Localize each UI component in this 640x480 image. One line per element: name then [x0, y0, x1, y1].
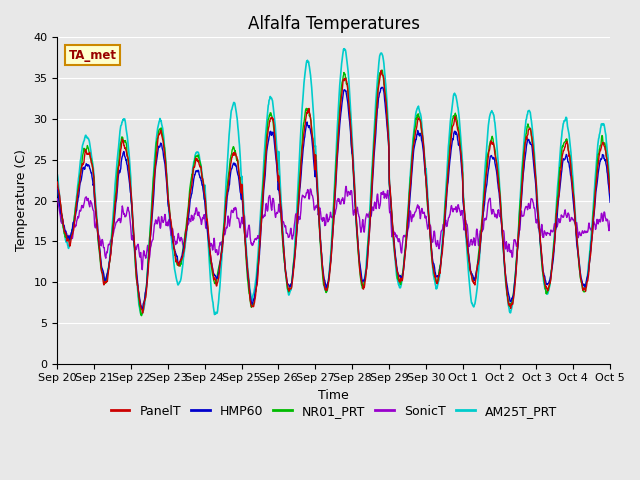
SonicT: [177, 236, 184, 242]
NR01_PRT: [541, 286, 549, 292]
PanelT: [139, 310, 147, 316]
HMP60: [541, 277, 549, 283]
AM25T_PRT: [138, 312, 145, 318]
SonicT: [163, 219, 171, 225]
AM25T_PRT: [177, 277, 184, 283]
AM25T_PRT: [606, 184, 614, 190]
PanelT: [54, 179, 61, 185]
SonicT: [606, 218, 614, 224]
HMP60: [606, 199, 614, 205]
NR01_PRT: [493, 159, 500, 165]
Title: Alfalfa Temperatures: Alfalfa Temperatures: [248, 15, 420, 33]
SonicT: [54, 196, 61, 202]
AM25T_PRT: [340, 46, 348, 51]
AM25T_PRT: [239, 185, 246, 191]
PanelT: [177, 256, 184, 262]
HMP60: [493, 168, 500, 174]
SonicT: [420, 209, 428, 215]
HMP60: [177, 257, 184, 263]
PanelT: [378, 68, 385, 73]
PanelT: [163, 182, 171, 188]
PanelT: [239, 192, 246, 198]
Text: TA_met: TA_met: [68, 48, 116, 61]
NR01_PRT: [378, 67, 386, 73]
NR01_PRT: [420, 153, 428, 158]
HMP60: [138, 306, 146, 312]
HMP60: [54, 186, 61, 192]
NR01_PRT: [163, 181, 171, 187]
NR01_PRT: [606, 190, 614, 195]
Line: PanelT: PanelT: [58, 71, 610, 313]
SonicT: [541, 230, 549, 236]
HMP60: [378, 84, 386, 90]
HMP60: [163, 189, 171, 195]
AM25T_PRT: [541, 286, 549, 291]
HMP60: [239, 200, 246, 206]
SonicT: [138, 267, 146, 273]
NR01_PRT: [54, 187, 61, 193]
AM25T_PRT: [493, 138, 500, 144]
PanelT: [606, 190, 614, 196]
Y-axis label: Temperature (C): Temperature (C): [15, 150, 28, 252]
Legend: PanelT, HMP60, NR01_PRT, SonicT, AM25T_PRT: PanelT, HMP60, NR01_PRT, SonicT, AM25T_P…: [106, 400, 562, 423]
SonicT: [239, 219, 246, 225]
Line: SonicT: SonicT: [58, 186, 610, 270]
HMP60: [420, 159, 428, 165]
NR01_PRT: [138, 313, 145, 319]
SonicT: [342, 183, 349, 189]
Line: NR01_PRT: NR01_PRT: [58, 70, 610, 316]
PanelT: [493, 159, 500, 165]
SonicT: [493, 215, 500, 220]
AM25T_PRT: [163, 179, 171, 184]
X-axis label: Time: Time: [318, 389, 349, 402]
Line: HMP60: HMP60: [58, 87, 610, 309]
PanelT: [541, 282, 549, 288]
NR01_PRT: [239, 198, 246, 204]
AM25T_PRT: [420, 149, 428, 155]
NR01_PRT: [177, 261, 184, 267]
AM25T_PRT: [54, 172, 61, 178]
PanelT: [420, 152, 428, 157]
Line: AM25T_PRT: AM25T_PRT: [58, 48, 610, 315]
